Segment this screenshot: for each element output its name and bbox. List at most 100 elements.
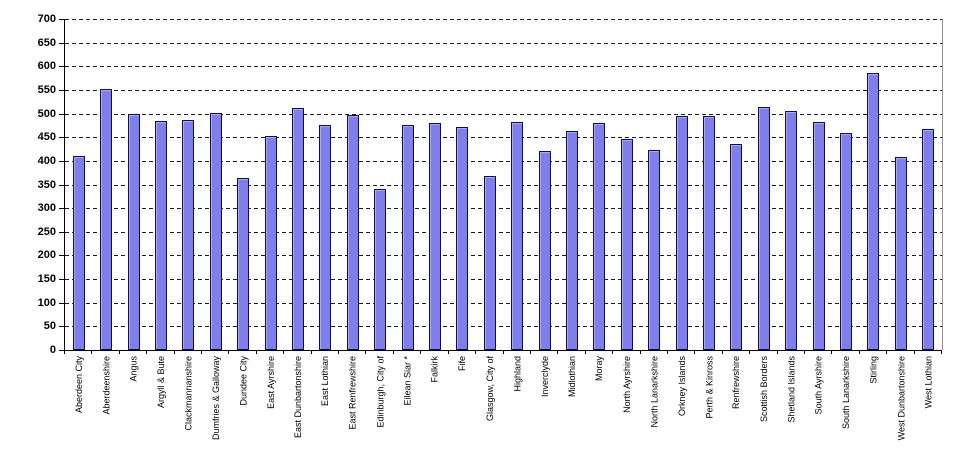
bar-west-dunbartonshire	[894, 157, 907, 350]
bar-east-ayrshire	[264, 136, 277, 350]
x-axis-tick	[585, 350, 586, 354]
y-axis-tick-label: 600	[37, 60, 56, 73]
bar-fife	[456, 127, 469, 350]
bar-north-lanarkshire	[648, 150, 661, 350]
bar-south-ayrshire	[812, 122, 825, 350]
y-axis-tick	[59, 19, 64, 20]
x-axis-tick	[804, 350, 805, 354]
x-axis-category-label: Glasgow, City of	[484, 356, 495, 422]
gridline-650	[65, 42, 942, 44]
bar-dumfries-galloway	[209, 113, 222, 350]
x-axis-category-label: Moray	[594, 356, 605, 382]
y-axis-tick	[59, 302, 64, 304]
x-axis-category-label: East Ayrshire	[265, 356, 276, 409]
x-axis-category-label: Aberdeen City	[73, 356, 84, 414]
gridline-500	[65, 113, 942, 115]
x-axis-tick	[201, 350, 202, 354]
y-axis-tick-label: 200	[37, 249, 56, 262]
x-axis-tick	[91, 350, 92, 354]
y-axis-tick-label: 400	[37, 154, 56, 167]
x-axis-category-label: Dumfries & Galloway	[210, 356, 221, 441]
y-axis-tick	[59, 326, 64, 328]
x-axis-tick	[283, 350, 284, 354]
bar-eilean-siar	[401, 125, 414, 350]
gridline-700	[65, 19, 942, 20]
bar-falkirk	[428, 123, 441, 350]
x-axis-category-label: Perth & Kinross	[704, 356, 715, 419]
x-axis-category-label: Angus	[128, 356, 139, 382]
x-axis-category-label: North Lanarkshire	[649, 356, 660, 428]
y-axis-tick-label: 350	[37, 178, 56, 191]
x-axis-category-label: Inverclyde	[539, 356, 550, 398]
bar-west-lothian	[922, 129, 935, 350]
x-axis-tick	[941, 350, 942, 354]
gridline-450	[65, 137, 942, 139]
x-axis-tick	[777, 350, 778, 354]
bar-dundee-city	[237, 178, 250, 350]
x-axis-category-label: Midlothian	[567, 356, 578, 398]
x-axis-category-label: Clackmannanshire	[183, 356, 194, 431]
y-axis-tick	[59, 137, 64, 139]
bar-orkney-islands	[675, 116, 688, 350]
bar-north-ayrshire	[620, 139, 633, 350]
x-axis-tick	[256, 350, 257, 354]
y-axis-tick-label: 300	[37, 202, 56, 215]
y-axis-tick	[59, 66, 64, 68]
x-axis-tick	[886, 350, 887, 354]
bar-south-lanarkshire	[840, 133, 853, 350]
x-axis-category-label: Shetland Islands	[786, 356, 797, 423]
x-axis-tick	[667, 350, 668, 354]
plot-area	[64, 19, 943, 350]
x-axis-category-label: Highland	[512, 356, 523, 392]
x-axis-category-label: Renfrewshire	[731, 356, 742, 410]
x-axis-category-label: Edinburgh, City of	[375, 356, 386, 428]
bar-midlothian	[566, 131, 579, 350]
y-axis-tick-label: 150	[37, 273, 56, 286]
x-axis-tick	[557, 350, 558, 354]
y-axis-tick-label: 700	[37, 13, 56, 25]
x-axis-category-label: Stirling	[868, 356, 879, 384]
bar-edinburgh-city-of	[374, 189, 387, 350]
y-axis-tick	[59, 113, 64, 115]
y-axis-tick-label: 650	[37, 36, 56, 49]
x-axis-tick	[119, 350, 120, 354]
y-axis-tick	[59, 160, 64, 162]
y-axis-tick	[59, 231, 64, 233]
x-axis-tick	[338, 350, 339, 354]
y-axis-tick-label: 50	[43, 320, 56, 333]
bar-scottish-borders	[757, 107, 770, 350]
bar-argyll-bute	[154, 121, 167, 350]
x-axis-category-label: Argyll & Bute	[155, 356, 166, 409]
x-axis-category-label: North Ayrshire	[621, 356, 632, 413]
x-axis-category-label: South Lanarkshire	[841, 356, 852, 430]
bar-east-dunbartonshire	[291, 108, 304, 350]
gridline-100	[65, 302, 942, 304]
x-axis-tick	[365, 350, 366, 354]
bar-aberdeen-city	[72, 156, 85, 350]
y-axis-tick	[59, 208, 64, 210]
y-axis-tick	[59, 42, 64, 44]
x-axis-category-label: South Ayrshire	[813, 356, 824, 415]
gridline-200	[65, 255, 942, 257]
bar-renfrewshire	[730, 144, 743, 350]
x-axis-category-label: Dundee City	[238, 356, 249, 406]
x-axis-category-label: Fife	[457, 356, 468, 372]
x-axis-tick	[503, 350, 504, 354]
y-axis-tick-label: 250	[37, 225, 56, 238]
y-axis-tick-label: 0	[49, 344, 56, 356]
x-axis-category-label: Scottish Borders	[758, 356, 769, 423]
gridline-400	[65, 160, 942, 162]
x-axis-tick	[612, 350, 613, 354]
bar-moray	[593, 123, 606, 350]
x-axis-tick	[420, 350, 421, 354]
x-axis-tick	[530, 350, 531, 354]
bar-glasgow-city-of	[483, 176, 496, 350]
y-axis-tick	[59, 350, 64, 351]
bar-perth-kinross	[703, 116, 716, 350]
bar-east-lothian	[319, 125, 332, 350]
x-axis-category-label: East Lothian	[320, 356, 331, 407]
y-axis-tick	[59, 89, 64, 91]
gridline-300	[65, 208, 942, 210]
bar-highland	[511, 122, 524, 350]
